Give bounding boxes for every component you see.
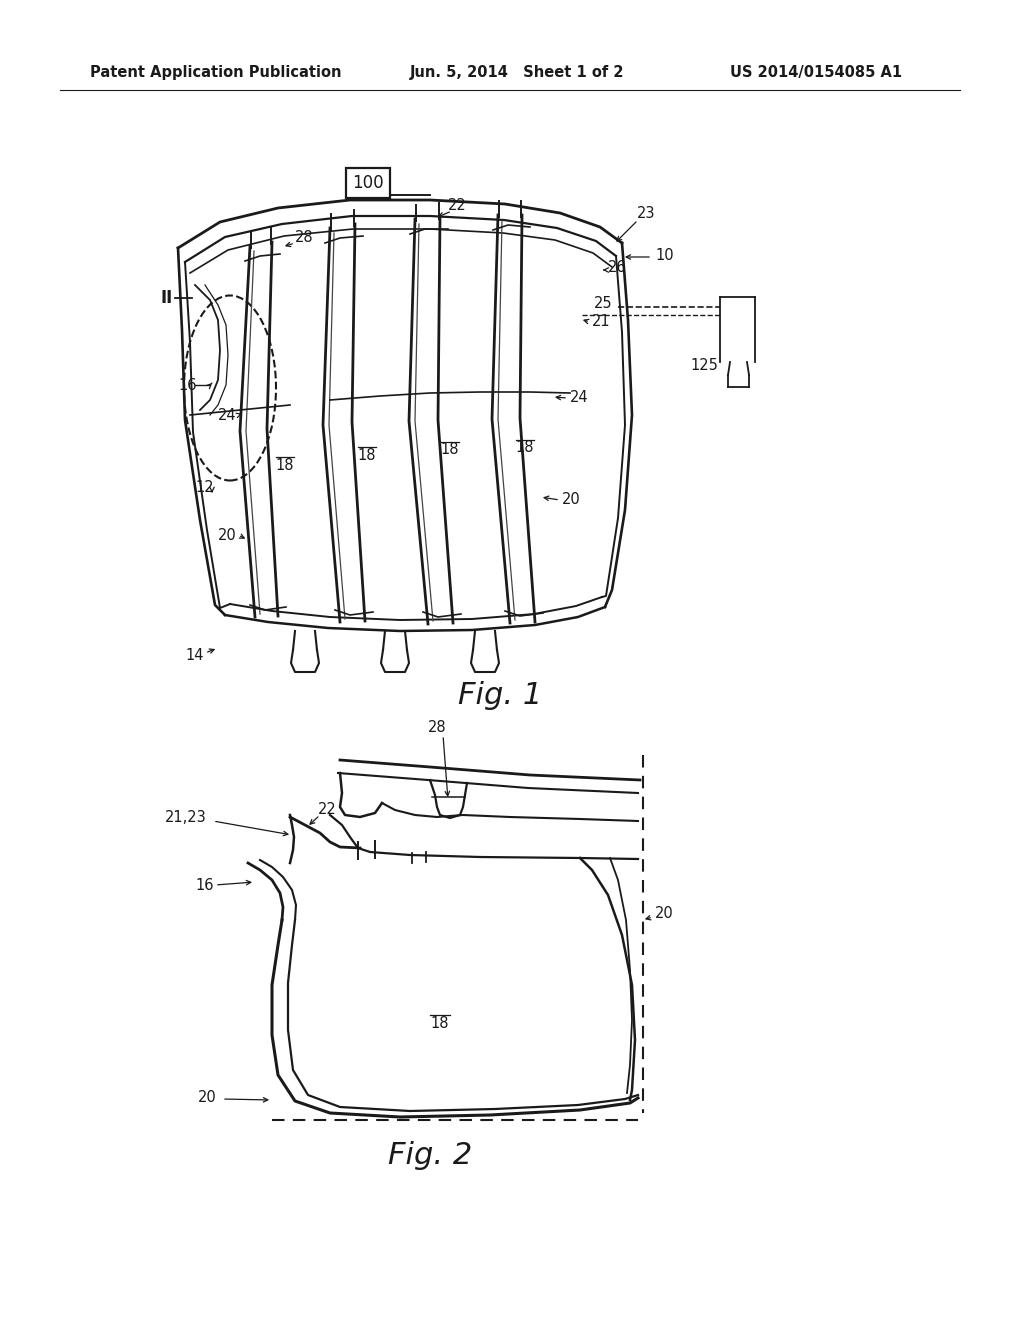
Text: 16: 16 bbox=[178, 378, 197, 392]
Text: 25: 25 bbox=[594, 296, 612, 310]
Text: Patent Application Publication: Patent Application Publication bbox=[90, 65, 341, 79]
Text: 125: 125 bbox=[690, 358, 718, 372]
Text: 22: 22 bbox=[449, 198, 467, 214]
Text: Fig. 2: Fig. 2 bbox=[388, 1140, 472, 1170]
Text: Fig. 1: Fig. 1 bbox=[458, 681, 542, 710]
Text: 18: 18 bbox=[440, 442, 459, 458]
Text: 18: 18 bbox=[357, 447, 376, 462]
Text: 20: 20 bbox=[655, 906, 674, 920]
Text: 21: 21 bbox=[592, 314, 610, 330]
Text: 24: 24 bbox=[218, 408, 237, 422]
Text: 20: 20 bbox=[218, 528, 237, 543]
Text: 21,23: 21,23 bbox=[165, 809, 207, 825]
Text: Jun. 5, 2014   Sheet 1 of 2: Jun. 5, 2014 Sheet 1 of 2 bbox=[410, 65, 625, 79]
Text: 16: 16 bbox=[195, 878, 213, 892]
Text: US 2014/0154085 A1: US 2014/0154085 A1 bbox=[730, 65, 902, 79]
Text: 20: 20 bbox=[198, 1089, 217, 1105]
Text: 18: 18 bbox=[431, 1015, 450, 1031]
Text: 28: 28 bbox=[295, 231, 313, 246]
Text: 24: 24 bbox=[570, 391, 589, 405]
Text: 14: 14 bbox=[185, 648, 204, 663]
Text: 10: 10 bbox=[655, 248, 674, 263]
Text: II: II bbox=[160, 289, 172, 308]
Text: 26: 26 bbox=[608, 260, 627, 276]
Text: 22: 22 bbox=[318, 803, 337, 817]
Text: 100: 100 bbox=[352, 174, 384, 191]
Text: 12: 12 bbox=[195, 480, 214, 495]
Text: 18: 18 bbox=[275, 458, 294, 473]
Text: 18: 18 bbox=[516, 441, 535, 455]
Text: 28: 28 bbox=[428, 719, 446, 734]
Text: 20: 20 bbox=[562, 492, 581, 507]
Text: 23: 23 bbox=[637, 206, 655, 220]
